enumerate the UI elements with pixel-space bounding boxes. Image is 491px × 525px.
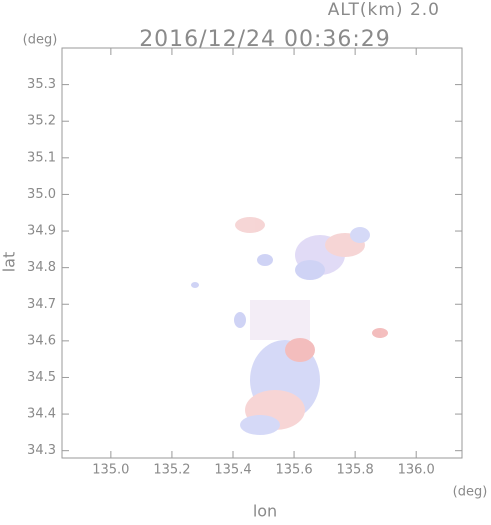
chart-subtitle: ALT(km) 2.0 xyxy=(328,0,440,20)
y-tick-label: 34.7 xyxy=(27,297,56,312)
x-tick-label: 136.0 xyxy=(398,463,435,478)
x-axis-label: lon xyxy=(253,502,277,521)
y-tick-label: 35.1 xyxy=(27,150,56,165)
x-tick-label: 135.8 xyxy=(337,463,374,478)
y-tick-label: 35.2 xyxy=(27,114,56,129)
plot-frame xyxy=(61,47,463,459)
y-unit: (deg) xyxy=(23,33,58,48)
y-tick-label: 34.5 xyxy=(27,370,56,385)
y-axis-label: lat xyxy=(0,252,19,273)
x-tick-label: 135.2 xyxy=(153,463,190,478)
y-tick-label: 34.4 xyxy=(27,407,56,422)
y-tick-label: 34.8 xyxy=(27,260,56,275)
x-tick-label: 135.6 xyxy=(275,463,312,478)
y-tick-label: 35.0 xyxy=(27,187,56,202)
y-tick-label: 35.3 xyxy=(27,77,56,92)
echo-field xyxy=(191,217,388,435)
y-tick-label: 34.3 xyxy=(27,443,56,458)
x-tick-label: 135.4 xyxy=(214,463,251,478)
x-unit: (deg) xyxy=(453,485,488,500)
x-tick-label: 135.0 xyxy=(92,463,129,478)
y-tick-label: 34.9 xyxy=(27,224,56,239)
y-tick-label: 34.6 xyxy=(27,333,56,348)
